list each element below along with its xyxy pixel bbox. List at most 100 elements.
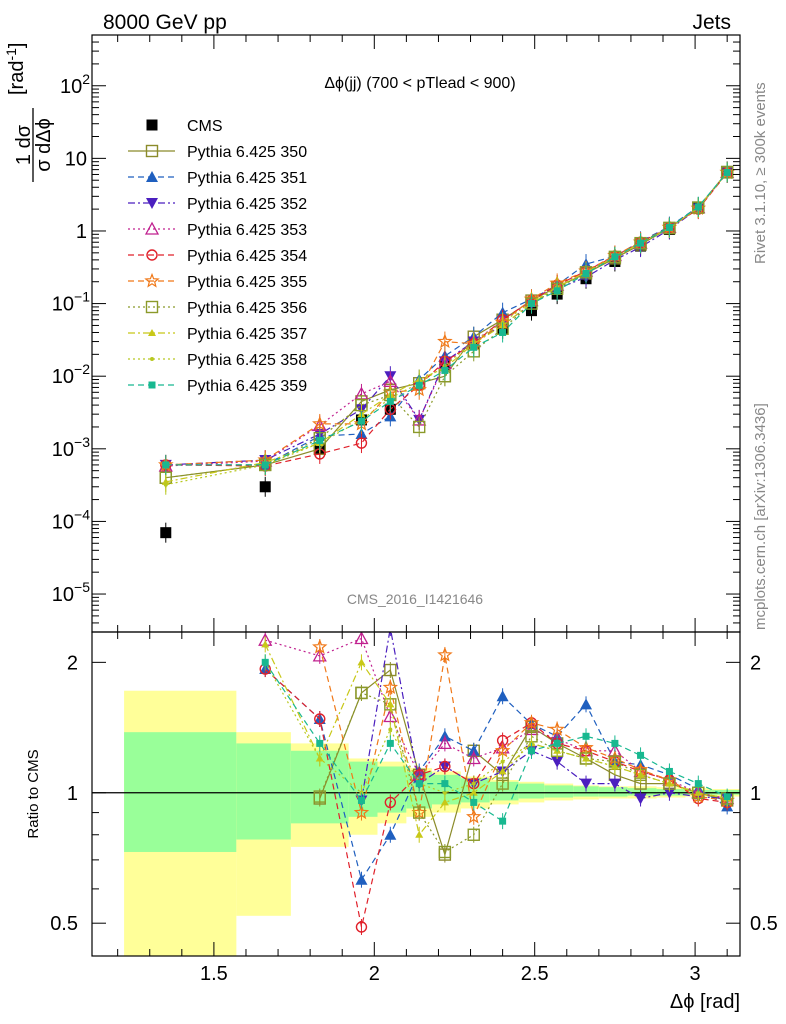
ylabel-unit: [rad-1] [3,43,28,95]
ratio-point [471,781,476,786]
series-line [165,172,728,486]
band-inner-bin [377,766,407,813]
ratio-point [582,732,590,740]
legend-marker [150,357,154,361]
ratio-point [494,742,511,758]
ratio-point [665,767,673,775]
band-inner-bin [598,787,628,797]
legend-marker [148,381,156,389]
ratio-point [499,817,507,825]
band-inner-bin [489,781,519,801]
legend-marker [145,300,159,314]
y-tick-label: 10−4 [52,506,90,533]
band-inner-bin [518,783,545,799]
y-tick-label: 1 [76,221,87,243]
ratio-point [466,751,481,765]
legend-label: Pythia 6.425 354 [187,248,307,265]
ratio-tick-label-right: 2 [750,652,761,674]
data-point [316,437,324,445]
ratio-point [469,788,478,796]
legend-entry: Pythia 6.425 359 [128,378,307,395]
ratio-point [694,780,702,788]
ratio-point [608,778,621,790]
ratio-line [264,644,728,837]
legend-marker [146,119,158,131]
ratio-point [415,830,424,838]
ratio-point [470,798,478,806]
legend-entry: Pythia 6.425 356 [128,300,307,317]
ratio-point [382,679,399,695]
ratio-point [638,772,643,777]
legend-entry: Pythia 6.425 355 [128,272,307,291]
data-point [527,300,535,308]
data-point [312,415,328,431]
ratio-point [498,767,507,775]
legend-label: Pythia 6.425 353 [187,222,307,239]
top-plot-series [158,161,736,543]
ratio-point [384,828,397,840]
ratio-point [442,790,447,795]
series-line [165,172,728,479]
axes: 10−5 10−4 10−3 10−2 10−1 1 10 102 0.5 0.5 1 1 2 2 1.5 2… [50,34,778,985]
ratio-point [314,713,326,725]
legend-marker [146,198,158,209]
legend-label: Pythia 6.425 356 [187,300,307,317]
ratio-point [261,640,270,648]
ratio-point [634,793,647,805]
ylabel-frac-num: 1 dσ [13,124,35,165]
data-point [415,381,423,389]
series-line [165,172,728,466]
ratio-point [386,739,394,747]
data-point [499,328,507,336]
ratio-point [355,921,368,933]
ratio-point [663,787,676,799]
ratio-point [355,686,368,700]
ratio-point [415,780,423,788]
data-point [261,461,269,469]
bottom-frame [91,631,741,957]
ratio-point [437,736,452,750]
ratio-point [357,796,365,804]
ratio-line [360,632,728,801]
legend-marker [146,171,158,182]
legend-entry: Pythia 6.425 351 [128,170,307,187]
header-left: 8000 GeV pp [103,11,227,34]
legend-entry: Pythia 6.425 357 [128,326,307,343]
data-point [437,333,453,349]
data-point [637,239,645,247]
ratio-point [637,751,645,759]
legend: CMS Pythia 6.425 350 Pythia 6.425 351 Pythi… [128,118,307,395]
ratio-point [584,756,589,761]
ratio-line [264,668,728,882]
data-point [355,437,368,449]
legend-label: Pythia 6.425 358 [187,352,307,369]
ratio-point [667,781,672,786]
ratio-point [316,739,324,747]
data-point [357,417,365,425]
ratio-point [527,747,535,755]
ratio-line [264,661,728,822]
ratio-point [611,739,619,747]
ratio-point [523,714,540,730]
legend-entry: Pythia 6.425 354 [128,248,307,265]
ratio-point [467,744,480,756]
ratio-point [353,804,370,820]
legend-label: Pythia 6.425 357 [187,326,307,343]
y-tick-label: 10−2 [52,361,90,388]
ratio-point [696,790,701,795]
ratio-point [466,808,482,824]
ratio-point [384,796,397,809]
ratio-plot-series [258,632,736,935]
data-point [694,203,702,211]
data-point [162,461,170,469]
ratio-point [437,646,453,662]
uncertainty-bands [92,690,740,956]
ratio-point [439,760,451,773]
ratio-point [467,828,480,841]
band-inner-bin [544,785,574,798]
ratio-point [384,663,397,677]
x-tick-label: 2 [369,963,380,985]
y-tick-label: 10−1 [52,289,90,316]
bottom-ylabel: Ratio to CMS [25,749,42,838]
legend-entry: Pythia 6.425 352 [128,196,307,213]
